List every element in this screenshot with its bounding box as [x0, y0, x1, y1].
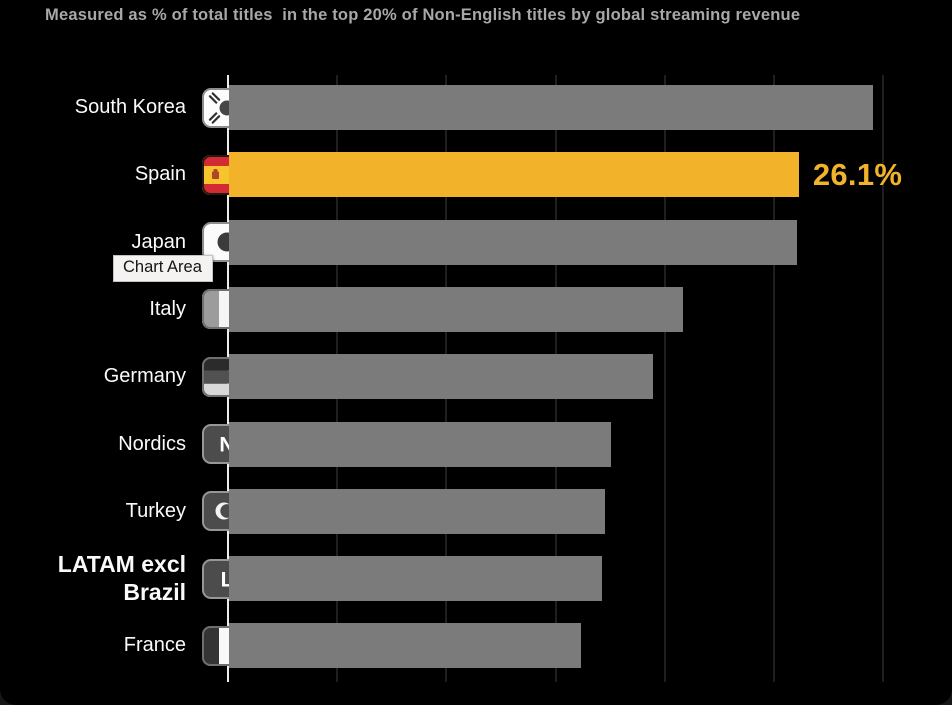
category-label-nordics: Nordics — [118, 432, 186, 455]
bar-nordics[interactable] — [229, 421, 612, 467]
bar-france[interactable] — [229, 623, 581, 669]
chart-subtitle: Measured as % of total titles in the top… — [45, 6, 801, 24]
bar-spain[interactable] — [229, 152, 799, 198]
gridline-30pct — [882, 75, 884, 682]
category-label-spain: Spain — [134, 163, 186, 186]
category-label-italy: Italy — [149, 297, 186, 320]
bar-south-korea[interactable] — [229, 85, 874, 130]
category-label-turkey: Turkey — [125, 499, 186, 522]
gridline-20pct — [663, 75, 666, 682]
category-label-france: France — [123, 634, 186, 657]
value-label-spain: 26.1% — [812, 156, 903, 192]
bar-italy[interactable] — [229, 286, 684, 332]
category-label-germany: Germany — [103, 365, 186, 388]
bar-latam-excl-brazil[interactable] — [229, 556, 603, 602]
bar-japan[interactable] — [229, 219, 797, 265]
category-label-south-korea: South Korea — [74, 96, 186, 118]
category-label-japan: Japan — [131, 230, 187, 253]
bar-germany[interactable] — [229, 354, 653, 400]
bar-turkey[interactable] — [229, 488, 605, 534]
gridline-25pct — [772, 75, 775, 682]
chart-area-tooltip: Chart Area — [113, 255, 213, 282]
category-label-latam-excl-brazil: LATAM excl Brazil — [57, 551, 186, 605]
